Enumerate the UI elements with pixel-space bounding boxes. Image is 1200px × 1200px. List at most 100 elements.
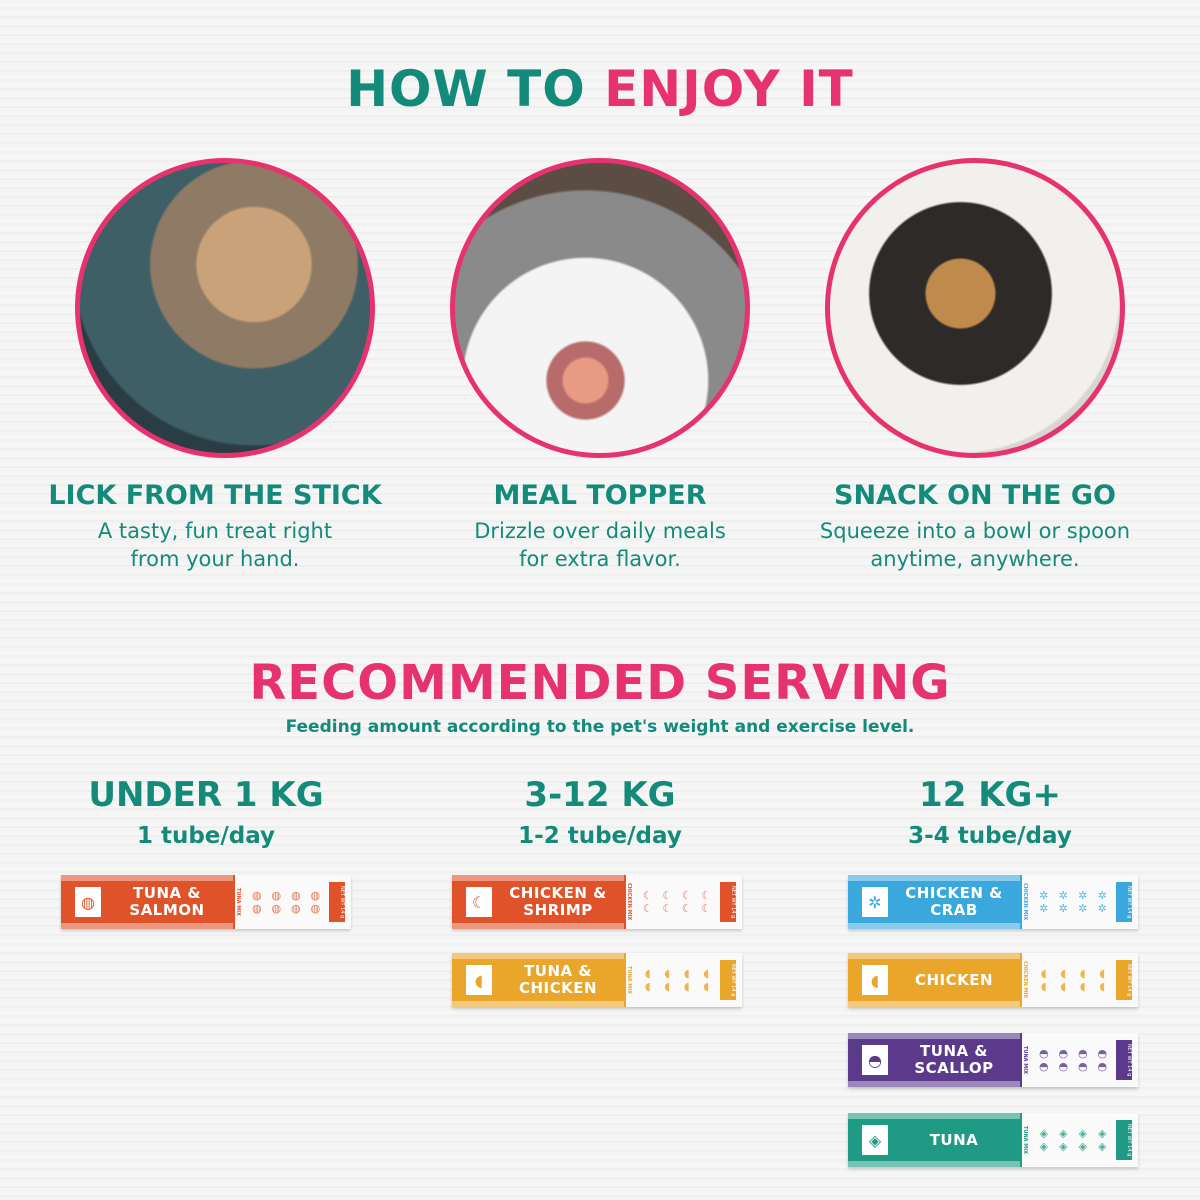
tube-label: CHICKEN & SHRIMP bbox=[509, 884, 607, 919]
fish-icon: ◈ bbox=[1039, 1140, 1048, 1153]
scallop-icon: ◓ bbox=[1077, 1060, 1088, 1073]
fish-icon: ◈ bbox=[1098, 1127, 1107, 1140]
scallop-icon: ◓ bbox=[862, 1045, 888, 1075]
tube-mix-label: CHICKEN MIX bbox=[1020, 953, 1030, 1007]
product-tube: ◖ CHICKEN CHICKEN MIX ◖ ◖ ◖ ◖ ◖ ◖ ◖ ◖ NET WT 14 g bbox=[848, 953, 1138, 1007]
chicken-icon: ◖ bbox=[683, 967, 690, 980]
fish-icon: ◈ bbox=[1039, 1127, 1048, 1140]
tube-pattern: ◖ ◖ ◖ ◖ ◖ ◖ ◖ ◖ bbox=[1030, 953, 1116, 1007]
tube-pattern: ✲ ✲ ✲ ✲ ✲ ✲ ✲ ✲ bbox=[1030, 875, 1116, 929]
chicken-icon: ◖ bbox=[1099, 967, 1106, 980]
chicken-icon: ◖ bbox=[664, 980, 671, 993]
tube-pattern: ☾ ☾ ☾ ☾ ☾ ☾ ☾ ☾ bbox=[634, 875, 720, 929]
chicken-icon: ◖ bbox=[664, 967, 671, 980]
net-weight-label: NET WT 14 g bbox=[329, 882, 345, 922]
step-meal-topper: MEAL TOPPER Drizzle over daily meals for e… bbox=[474, 480, 726, 571]
crab-icon: ✲ bbox=[1039, 902, 1049, 915]
chicken-icon: ◖ bbox=[1040, 980, 1047, 993]
product-tube: ◍ TUNA & SALMON TUNA MIX ◍ ◍ ◍ ◍ ◍ ◍ ◍ ◍ NET WT 14 … bbox=[61, 875, 351, 929]
shrimp-icon: ☾ bbox=[681, 902, 692, 915]
product-tube: ◖ TUNA & CHICKEN TUNA MIX ◖ ◖ ◖ ◖ ◖ ◖ ◖ ◖ NET WT 14… bbox=[452, 953, 742, 1007]
fish-icon: ◈ bbox=[1078, 1127, 1087, 1140]
net-weight-label: NET WT 14 g bbox=[1116, 1120, 1132, 1160]
net-weight-label: NET WT 14 g bbox=[720, 882, 736, 922]
tube-mix-label: TUNA MIX bbox=[1020, 1033, 1030, 1087]
tube-pattern: ◈ ◈ ◈ ◈ ◈ ◈ ◈ ◈ bbox=[1030, 1113, 1116, 1167]
scallop-icon: ◓ bbox=[1077, 1047, 1088, 1060]
crab-icon: ✲ bbox=[1097, 902, 1107, 915]
chicken-icon: ◖ bbox=[683, 980, 690, 993]
crab-icon: ✲ bbox=[1097, 889, 1107, 902]
product-tube: ◓ TUNA & SCALLOP TUNA MIX ◓ ◓ ◓ ◓ ◓ ◓ ◓ ◓ NET WT 14… bbox=[848, 1033, 1138, 1087]
fish-icon: ◈ bbox=[1059, 1127, 1068, 1140]
cat-eating-meal-photo bbox=[450, 158, 750, 458]
shrimp-icon: ☾ bbox=[642, 902, 653, 915]
fish-icon: ◈ bbox=[1059, 1140, 1068, 1153]
tube-mix-label: TUNA MIX bbox=[1020, 1113, 1030, 1167]
product-tube: ☾ CHICKEN & SHRIMP CHICKEN MIX ☾ ☾ ☾ ☾ ☾ ☾ ☾ ☾ NET … bbox=[452, 875, 742, 929]
tube-mix-label: TUNA MIX bbox=[233, 875, 243, 929]
salmon-icon: ◍ bbox=[271, 889, 282, 902]
scallop-icon: ◓ bbox=[1058, 1060, 1069, 1073]
salmon-icon: ◍ bbox=[310, 902, 321, 915]
net-weight-label: NET WT 14 g bbox=[1116, 882, 1132, 922]
step-lick: LICK FROM THE STICK A tasty, fun treat ri… bbox=[48, 480, 382, 571]
scallop-icon: ◓ bbox=[1097, 1060, 1108, 1073]
salmon-icon: ◍ bbox=[251, 902, 262, 915]
tube-pattern: ◍ ◍ ◍ ◍ ◍ ◍ ◍ ◍ bbox=[243, 875, 329, 929]
salmon-icon: ◍ bbox=[75, 887, 101, 917]
fish-icon: ◈ bbox=[1098, 1140, 1107, 1153]
fish-icon: ◈ bbox=[862, 1125, 888, 1155]
tube-label: TUNA & SALMON bbox=[129, 884, 205, 919]
step-snack: SNACK ON THE GO Squeeze into a bowl or sp… bbox=[819, 480, 1131, 571]
shrimp-icon: ☾ bbox=[466, 887, 492, 917]
scallop-icon: ◓ bbox=[1058, 1047, 1069, 1060]
crab-icon: ✲ bbox=[1058, 902, 1068, 915]
scallop-icon: ◓ bbox=[1038, 1060, 1049, 1073]
tube-label: CHICKEN & CRAB bbox=[905, 884, 1003, 919]
weight-column: 3-12 KG 1-2 tube/day bbox=[518, 775, 682, 849]
tube-label: TUNA & CHICKEN bbox=[518, 962, 598, 997]
section-subtitle: Feeding amount according to the pet's we… bbox=[285, 717, 915, 737]
chicken-icon: ◖ bbox=[1040, 967, 1047, 980]
net-weight-label: NET WT 14 g bbox=[720, 960, 736, 1000]
tube-label: CHICKEN bbox=[914, 970, 994, 989]
crab-icon: ✲ bbox=[1078, 902, 1088, 915]
tube-mix-label: CHICKEN MIX bbox=[1020, 875, 1030, 929]
chicken-icon: ◖ bbox=[1079, 980, 1086, 993]
chicken-icon: ◖ bbox=[703, 980, 710, 993]
shrimp-icon: ☾ bbox=[681, 889, 692, 902]
chicken-icon: ◖ bbox=[644, 967, 651, 980]
salmon-icon: ◍ bbox=[290, 889, 301, 902]
shrimp-icon: ☾ bbox=[662, 902, 673, 915]
scallop-icon: ◓ bbox=[1038, 1047, 1049, 1060]
salmon-icon: ◍ bbox=[310, 889, 321, 902]
crab-icon: ✲ bbox=[1039, 889, 1049, 902]
shrimp-icon: ☾ bbox=[642, 889, 653, 902]
weight-column: 12 KG+ 3-4 tube/day bbox=[908, 775, 1072, 849]
shrimp-icon: ☾ bbox=[701, 902, 712, 915]
chicken-icon: ◖ bbox=[1079, 967, 1086, 980]
net-weight-label: NET WT 14 g bbox=[1116, 960, 1132, 1000]
tube-label: TUNA bbox=[929, 1130, 979, 1149]
chicken-icon: ◖ bbox=[1099, 980, 1106, 993]
weight-column: UNDER 1 KG 1 tube/day bbox=[88, 775, 324, 849]
net-weight-label: NET WT 14 g bbox=[1116, 1040, 1132, 1080]
scallop-icon: ◓ bbox=[1097, 1047, 1108, 1060]
cat-with-bowl-photo bbox=[825, 158, 1125, 458]
fish-icon: ◈ bbox=[1078, 1140, 1087, 1153]
chicken-icon: ◖ bbox=[703, 967, 710, 980]
tube-label: TUNA & SCALLOP bbox=[914, 1042, 994, 1077]
chicken-icon: ◖ bbox=[1060, 980, 1067, 993]
crab-icon: ✲ bbox=[1078, 889, 1088, 902]
product-tube: ◈ TUNA TUNA MIX ◈ ◈ ◈ ◈ ◈ ◈ ◈ ◈ NET WT 14 g bbox=[848, 1113, 1138, 1167]
page-title: HOW TO ENJOY IT bbox=[346, 60, 854, 118]
salmon-icon: ◍ bbox=[271, 902, 282, 915]
chicken-icon: ◖ bbox=[644, 980, 651, 993]
crab-icon: ✲ bbox=[1058, 889, 1068, 902]
tube-mix-label: CHICKEN MIX bbox=[624, 875, 634, 929]
salmon-icon: ◍ bbox=[251, 889, 262, 902]
tube-mix-label: TUNA MIX bbox=[624, 953, 634, 1007]
tube-pattern: ◓ ◓ ◓ ◓ ◓ ◓ ◓ ◓ bbox=[1030, 1033, 1116, 1087]
product-tube: ✲ CHICKEN & CRAB CHICKEN MIX ✲ ✲ ✲ ✲ ✲ ✲ ✲ ✲ NET WT… bbox=[848, 875, 1138, 929]
